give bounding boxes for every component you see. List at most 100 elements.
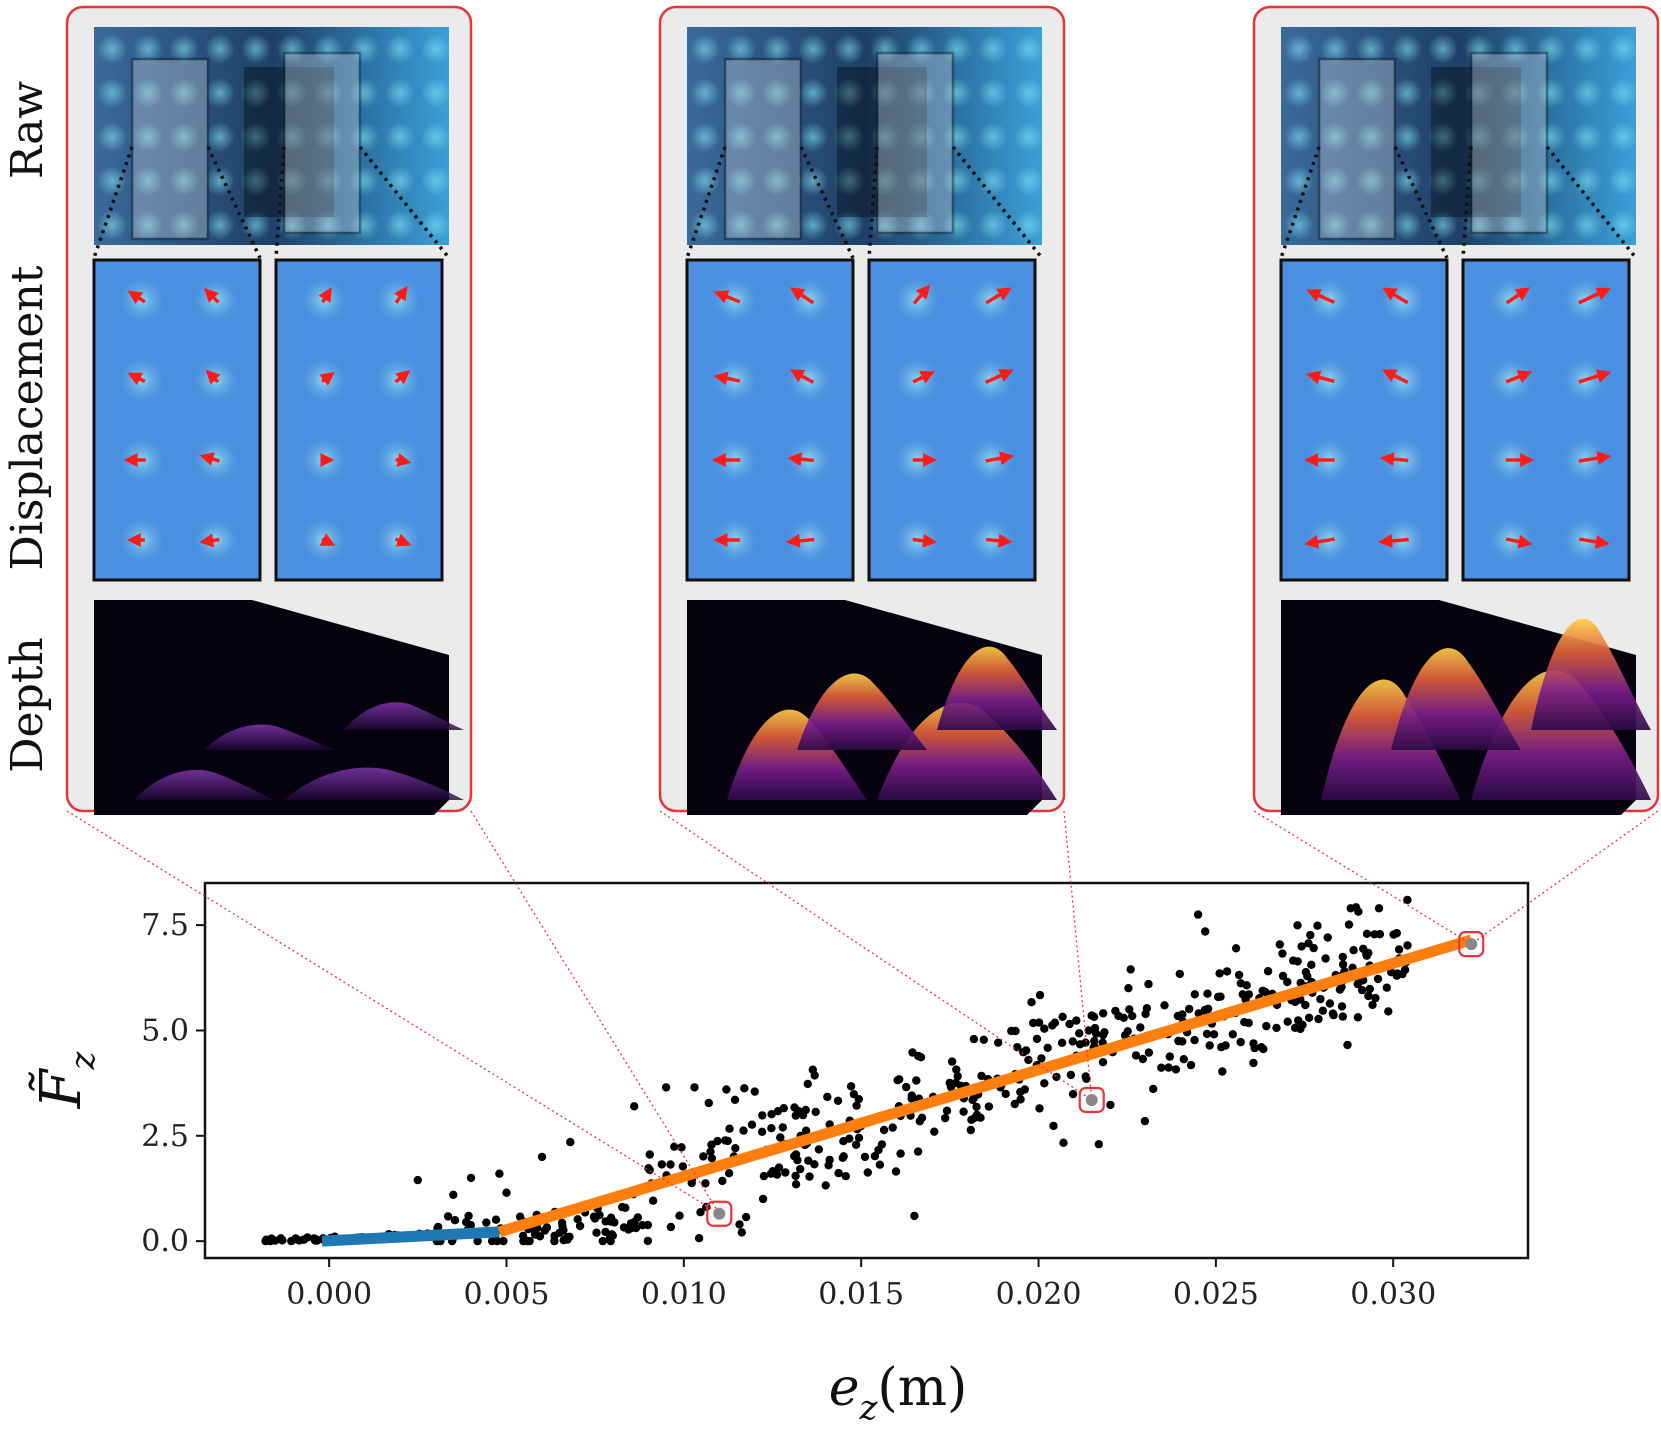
data-point (1263, 967, 1273, 976)
raw-marker-dot (97, 210, 127, 240)
data-point (804, 1156, 813, 1165)
raw-marker-dot (978, 34, 1008, 64)
data-point (796, 1164, 805, 1174)
data-point (466, 1173, 476, 1183)
data-point (803, 1079, 812, 1089)
data-point (590, 1214, 600, 1223)
data-point (895, 1075, 904, 1084)
raw-marker-dot (1320, 34, 1350, 64)
data-point (834, 1168, 843, 1178)
data-point (966, 1125, 975, 1135)
data-point (730, 1095, 740, 1105)
data-point (941, 1113, 950, 1123)
raw-marker-dot (1500, 210, 1530, 240)
data-point (473, 1236, 482, 1246)
displacement-arrow (1304, 534, 1336, 549)
raw-shadow (244, 67, 334, 217)
data-point (1328, 1009, 1338, 1018)
depth-peak (1391, 648, 1521, 750)
data-point (491, 1215, 501, 1224)
raw-marker-dot (834, 34, 864, 64)
data-point (1068, 1037, 1078, 1046)
data-point (666, 1160, 675, 1169)
data-point (575, 1221, 585, 1231)
data-point (1304, 939, 1313, 948)
data-point (1394, 945, 1404, 954)
data-point (1338, 1012, 1348, 1021)
data-point (721, 1136, 730, 1145)
data-point (487, 1236, 497, 1246)
data-point (737, 1228, 746, 1237)
displacement-arrow (395, 453, 412, 467)
data-point (267, 1234, 276, 1243)
data-point (1384, 1007, 1393, 1016)
raw-marker-dot (762, 166, 792, 196)
data-point (891, 1167, 901, 1176)
data-point (1228, 1030, 1238, 1039)
data-point (1234, 970, 1244, 980)
connector-line (1063, 810, 1093, 1101)
raw-marker-dot (942, 210, 972, 240)
data-point (1136, 1023, 1145, 1032)
data-point (1124, 984, 1133, 993)
data-point (1099, 1009, 1108, 1018)
data-point (1082, 1074, 1091, 1084)
data-point (767, 1124, 776, 1133)
data-point (299, 1235, 308, 1244)
data-point (643, 1236, 653, 1246)
data-point (1013, 1043, 1022, 1052)
data-point (759, 1171, 769, 1181)
displacement-arrow (785, 533, 815, 548)
x-tick-label: 0.020 (996, 1277, 1082, 1312)
data-point (801, 1126, 811, 1135)
y-axis-subscript: z (63, 1051, 103, 1071)
data-point (984, 1102, 994, 1111)
data-point (849, 1090, 859, 1099)
data-point (810, 1160, 819, 1169)
row-label-depth: Depth (2, 637, 53, 773)
raw-marker-dot (169, 166, 199, 196)
data-point (1231, 944, 1241, 953)
row-label-displacement: Displacement (2, 265, 53, 570)
data-point (1325, 999, 1335, 1008)
data-point (1321, 954, 1330, 963)
raw-marker-dot (169, 34, 199, 64)
data-point (1215, 969, 1224, 978)
panel-high (1252, 5, 1660, 815)
data-point (854, 1133, 864, 1143)
displacement-arrow (1378, 533, 1409, 548)
displacement-arrow (127, 372, 146, 386)
y-tick-label: 5.0 (141, 1013, 189, 1048)
data-point (1293, 957, 1302, 966)
data-point (1362, 951, 1372, 960)
displacement-arrow (199, 533, 220, 548)
data-point (1125, 1005, 1134, 1014)
plot-area: 0.000 0.005 0.010 0.015 0.020 0.025 0.030 0.0 2.… (141, 895, 1473, 1312)
raw-marker-dot (385, 34, 415, 64)
data-point (1368, 1000, 1377, 1010)
data-point (443, 1212, 453, 1221)
data-point (1084, 1026, 1093, 1035)
y-axis-symbol: F̃ (28, 1067, 94, 1109)
data-point (701, 1179, 710, 1188)
raw-marker-dot (1014, 210, 1044, 240)
data-point (945, 1078, 954, 1088)
displacement-arrow (394, 533, 412, 547)
data-point (704, 1098, 713, 1108)
data-point (1201, 927, 1210, 936)
data-point (1089, 1012, 1099, 1021)
raw-marker-dot (349, 34, 379, 64)
raw-marker-dot (241, 34, 271, 64)
displacement-arrow (1578, 369, 1612, 384)
data-point (1373, 974, 1383, 984)
raw-marker-dot (133, 78, 163, 108)
raw-marker-dot (1320, 78, 1350, 108)
data-point (1278, 971, 1288, 981)
data-point (1072, 1016, 1081, 1025)
data-point (1035, 1104, 1044, 1113)
y-axis-label: F̃z (28, 1051, 103, 1110)
data-point (450, 1216, 460, 1225)
raw-marker-dot (834, 78, 864, 108)
displacement-arrow (1306, 289, 1336, 304)
